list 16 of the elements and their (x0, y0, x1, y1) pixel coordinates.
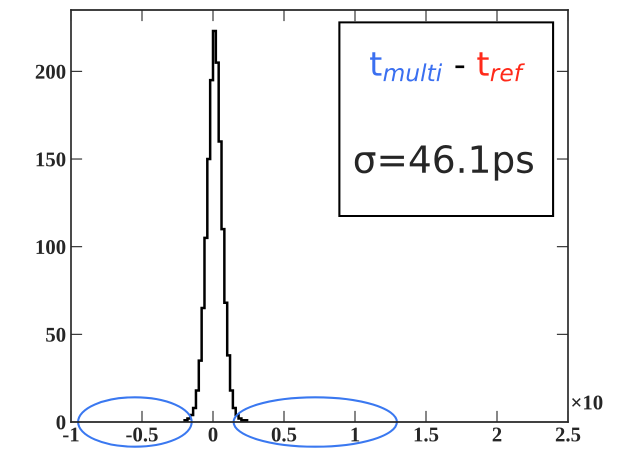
y-tick-label: 50 (46, 328, 66, 342)
x-tick-label: 1 (351, 428, 360, 442)
x-tick-label: 2.5 (556, 428, 580, 442)
y-tick-label: 150 (36, 152, 66, 166)
y-tick-label: 100 (36, 240, 66, 254)
x-tick-label: 0 (208, 427, 218, 442)
y-tick-label: 0 (56, 415, 66, 430)
annotation: σ=46.1ps (354, 144, 533, 181)
x-tick-label: -0.5 (126, 427, 158, 442)
x-tick-label: 2 (492, 428, 502, 442)
x-tick-label: 1.5 (414, 428, 438, 442)
y-tick-label: 200 (36, 64, 66, 79)
annotation: t$_{multi}$ - t$_{ref}$ (370, 52, 525, 82)
x-tick-label: 0.5 (272, 427, 296, 442)
text: ×10 (572, 395, 602, 410)
x-tick-label: -1 (63, 428, 79, 442)
